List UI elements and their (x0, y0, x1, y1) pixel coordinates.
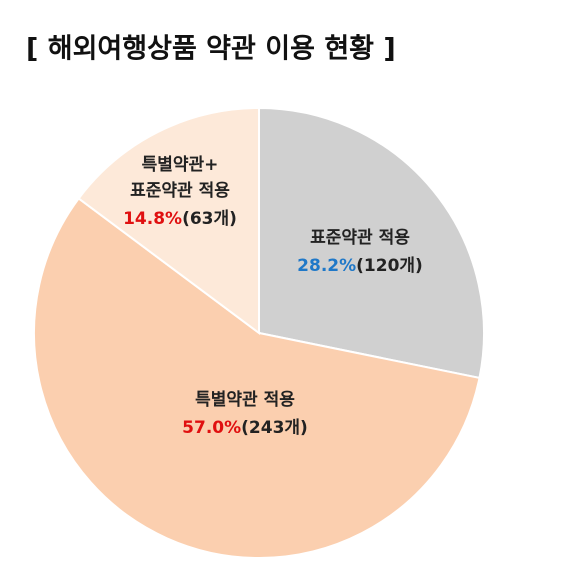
pie-slice (258, 106, 485, 380)
slice-value: 28.2%(120개) (297, 256, 423, 276)
count-label: (120개) (356, 256, 423, 276)
slice-label: 표준약관 적용 (310, 227, 410, 248)
count-label: (243개) (241, 418, 308, 438)
count-label: (63개) (182, 209, 237, 229)
slice-label: 특별약관+ 표준약관 적용 (130, 154, 230, 201)
slice-value: 14.8%(63개) (123, 209, 237, 229)
pie-slice (33, 197, 481, 559)
chart-title: [ 해외여행상품 약관 이용 현황 ] (26, 34, 396, 65)
slice-label: 특별약관 적용 (195, 389, 295, 410)
value-label: 57.0% (182, 418, 241, 438)
slice-value: 57.0%(243개) (182, 418, 308, 438)
pie-slice (77, 106, 260, 335)
value-label: 28.2% (297, 256, 356, 276)
value-label: 14.8% (123, 209, 182, 229)
